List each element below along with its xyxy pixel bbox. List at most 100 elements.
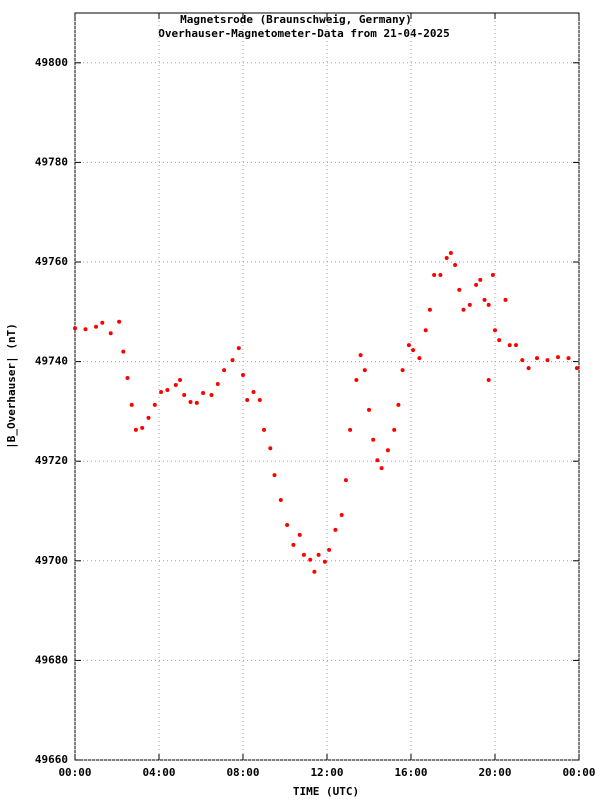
y-tick-label: 49760 [35, 255, 68, 268]
data-point [285, 522, 290, 527]
data-point [417, 356, 422, 361]
data-point [400, 368, 405, 373]
data-point [448, 251, 453, 256]
data-point [362, 368, 367, 373]
data-point [272, 473, 277, 478]
data-point [574, 366, 579, 371]
data-point [490, 272, 495, 277]
data-point [152, 402, 157, 407]
data-point [133, 427, 138, 432]
data-point [291, 542, 296, 547]
data-point [129, 402, 134, 407]
y-tick-label: 49800 [35, 56, 68, 69]
data-point [201, 390, 206, 395]
data-point [222, 368, 227, 373]
data-point [301, 552, 306, 557]
data-point [432, 272, 437, 277]
data-point [526, 366, 531, 371]
data-point [236, 346, 241, 351]
data-point [125, 376, 130, 381]
data-point [308, 557, 313, 562]
chart-title: Magnetsrode (Braunschweig, Germany) [180, 13, 412, 26]
data-point [316, 552, 321, 557]
data-point [354, 378, 359, 383]
data-point [482, 297, 487, 302]
data-point [108, 331, 113, 336]
data-point [339, 512, 344, 517]
data-point [194, 400, 199, 405]
data-point [486, 302, 491, 307]
data-point [507, 343, 512, 348]
data-point [503, 297, 508, 302]
data-point [215, 382, 220, 387]
data-point [230, 358, 235, 363]
data-point [535, 356, 539, 361]
data-point [251, 389, 256, 394]
data-point [457, 287, 462, 292]
data-point [497, 338, 502, 343]
data-point [278, 498, 283, 503]
data-point [392, 427, 397, 432]
data-point [257, 397, 262, 402]
data-point [348, 427, 353, 432]
data-point [474, 282, 479, 287]
x-tick-label: 16:00 [394, 766, 427, 779]
data-point [94, 324, 98, 329]
x-axis-label: TIME (UTC) [293, 785, 359, 798]
data-point [411, 348, 416, 353]
y-tick-label: 49780 [35, 155, 68, 168]
data-point [312, 569, 317, 574]
y-axis-label: |B_Overhauser| (nT) [5, 323, 18, 449]
data-point [423, 328, 428, 333]
x-tick-label: 08:00 [226, 766, 259, 779]
y-tick-label: 49700 [35, 554, 68, 567]
data-point [121, 349, 126, 354]
data-point [182, 392, 187, 397]
data-point [486, 378, 491, 383]
data-point [209, 392, 214, 397]
data-point [117, 319, 122, 324]
data-point [241, 373, 245, 378]
data-point [188, 399, 193, 404]
data-point [427, 307, 432, 312]
data-point [173, 383, 178, 388]
data-point [159, 389, 164, 394]
data-point [358, 353, 363, 358]
data-point [268, 446, 273, 451]
data-point [165, 387, 170, 392]
data-point [140, 425, 145, 430]
data-point [493, 328, 497, 333]
data-point [333, 527, 338, 532]
data-point [178, 378, 182, 383]
y-tick-label: 49660 [35, 753, 68, 766]
data-point [467, 302, 472, 307]
data-point [343, 478, 348, 483]
data-point [297, 532, 302, 537]
data-point [371, 437, 376, 442]
chart-subtitle: Overhauser-Magnetometer-Data from 21-04-… [158, 27, 449, 40]
data-point [514, 343, 518, 348]
data-point [146, 415, 151, 420]
x-tick-label: 04:00 [142, 766, 175, 779]
x-tick-label: 00:00 [58, 766, 91, 779]
data-point [73, 326, 77, 331]
data-point [461, 307, 466, 312]
data-point [327, 547, 332, 552]
data-point [444, 256, 449, 261]
data-point [396, 402, 401, 407]
data-point [438, 272, 443, 277]
y-tick-label: 49740 [35, 355, 68, 368]
data-point [453, 262, 458, 267]
data-point [385, 448, 390, 453]
data-point [83, 327, 88, 332]
data-point [100, 320, 105, 325]
x-tick-label: 00:00 [562, 766, 595, 779]
data-point [379, 466, 384, 471]
data-point [520, 358, 525, 363]
data-point [406, 343, 411, 348]
data-point [478, 277, 483, 282]
x-tick-label: 12:00 [310, 766, 343, 779]
data-point [262, 427, 266, 432]
